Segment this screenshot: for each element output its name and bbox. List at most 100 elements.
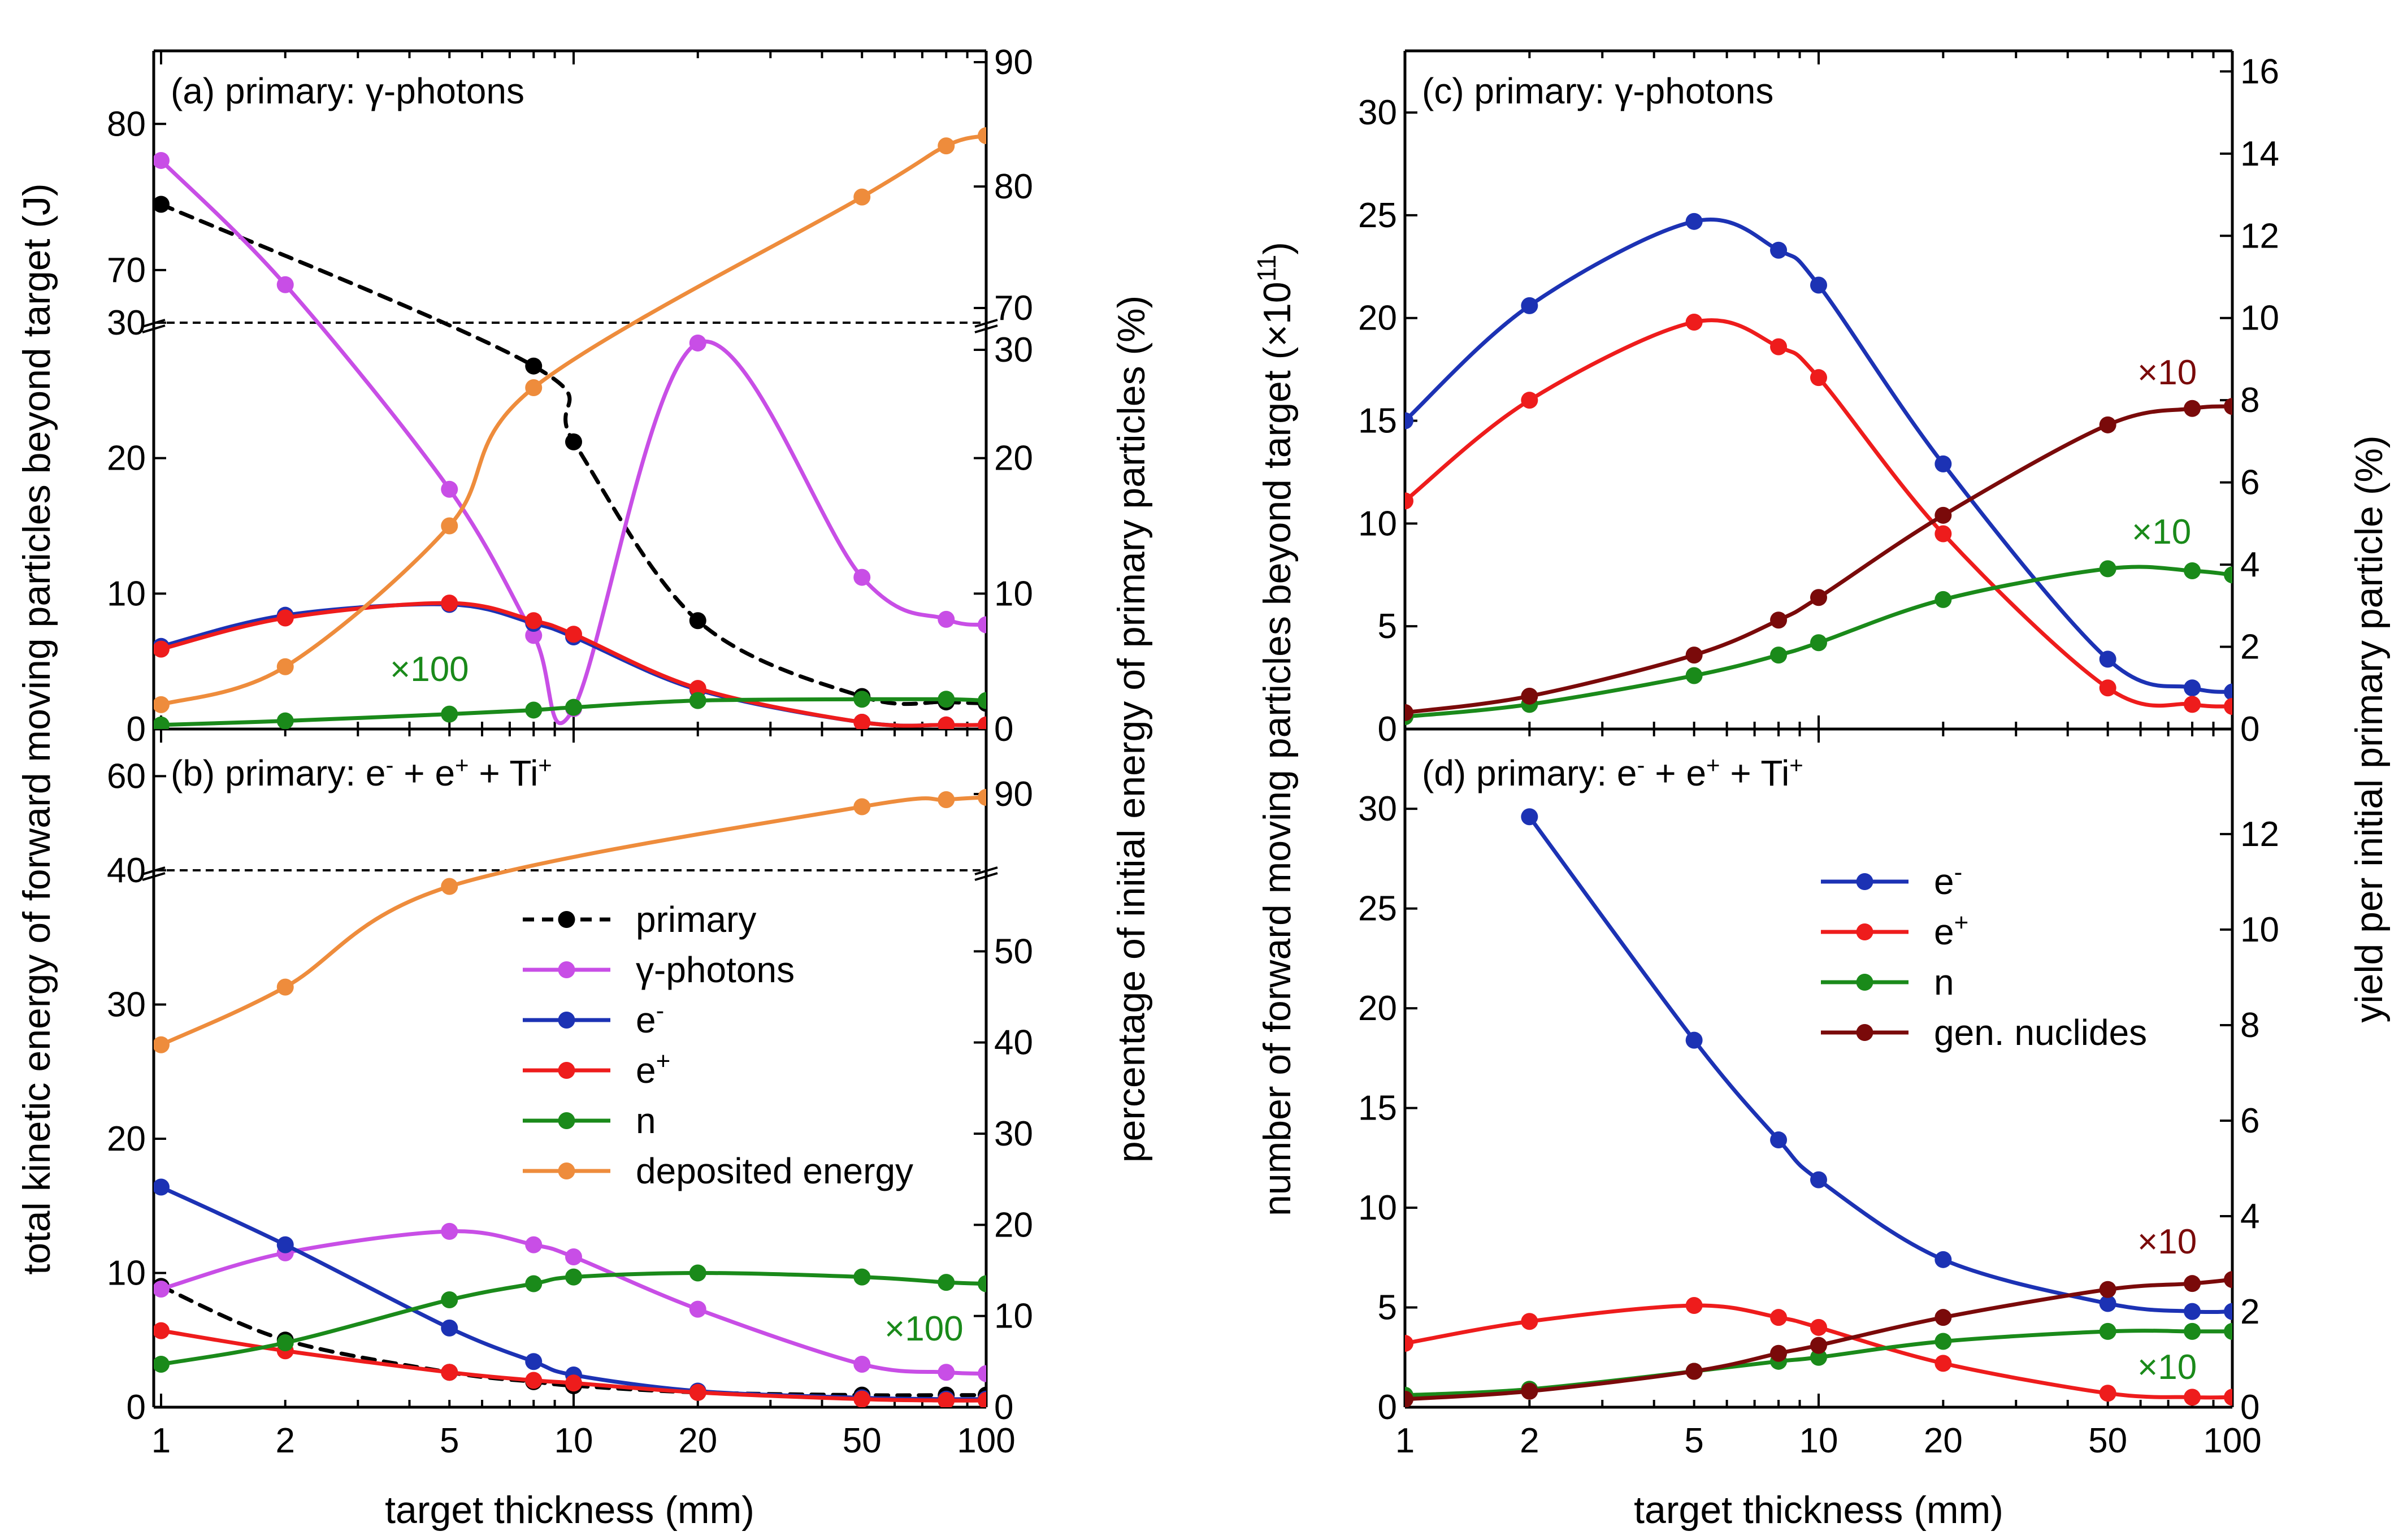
panel-d-e--point xyxy=(2224,1303,2232,1320)
panel-a-left-tick-label: 30 xyxy=(107,303,146,342)
panel-c-e--point xyxy=(2184,696,2201,713)
panel-a-deposited-energy-point xyxy=(154,696,170,713)
legend-swatch-marker xyxy=(558,911,575,928)
legend-label: gen. nuclides xyxy=(1934,1012,2147,1053)
right-y-axis-title-end: ) xyxy=(1256,242,1299,255)
panel-b-n-point xyxy=(154,1356,170,1373)
left-right-y-axis-title: percentage of initial energy of primary … xyxy=(1110,296,1153,1162)
legend-swatch-marker xyxy=(1856,1024,1873,1041)
legend-label: n xyxy=(1934,962,1954,1003)
panel-a-right-tick-label: 90 xyxy=(994,43,1033,82)
legend-label-text: e xyxy=(636,1000,656,1040)
panel-c-n-point xyxy=(2224,566,2232,584)
panel-d-e--line xyxy=(1527,814,2232,1315)
panel-c-e--point xyxy=(1934,455,1952,472)
panel-d-e--point xyxy=(1810,1318,1827,1336)
panel-c-left-tick-label: 5 xyxy=(1378,607,1397,646)
panel-c-gen-nuclides-point xyxy=(1685,647,1703,664)
panel-b--photons-point xyxy=(853,1356,871,1373)
panel-d-e--point xyxy=(1770,1131,1788,1149)
panel-c-n-point xyxy=(1810,634,1827,652)
left-panel-x-tick-label: 50 xyxy=(843,1421,882,1460)
factor-label-b-neutron: ×100 xyxy=(884,1309,964,1348)
panel-a-e--point xyxy=(689,680,706,697)
legend-label: e- xyxy=(1934,858,1962,902)
panel-c-n-point xyxy=(1934,591,1952,608)
panel-a-title: (a) primary: γ-photons xyxy=(171,71,524,111)
panel-a-deposited-energy-point xyxy=(441,517,458,535)
panel-d-right-tick-label: 8 xyxy=(2240,1006,2259,1045)
panel-a-left-tick-label: 10 xyxy=(107,574,146,613)
panel-b-e--point xyxy=(441,1364,458,1381)
panel-b--photons-point xyxy=(978,1365,986,1382)
left-panel-x-tick-label: 1 xyxy=(151,1421,171,1460)
panel-c-right-tick-label: 8 xyxy=(2240,381,2259,420)
panel-c-e--point xyxy=(1934,525,1952,543)
panel-b-e--point xyxy=(853,1390,871,1407)
panel-c-title: (c) primary: γ-photons xyxy=(1422,71,1773,111)
factor-label-d-neutron: ×10 xyxy=(2137,1348,2197,1387)
right-y-axis-title-text: number of forward moving particles beyon… xyxy=(1256,281,1299,1216)
panel-b-e--point xyxy=(978,1392,986,1407)
legend-label-sup: + xyxy=(1954,909,1969,936)
panel-d-left-tick-label: 15 xyxy=(1358,1089,1397,1128)
panel-c-n-point xyxy=(2099,560,2116,578)
panel-d-e--point xyxy=(1934,1251,1952,1268)
legend-label-text: n xyxy=(1934,962,1954,1003)
panel-a-n-point xyxy=(978,692,986,709)
panel-c-right-tick-label: 10 xyxy=(2240,299,2279,338)
panel-c-left-tick-label: 20 xyxy=(1358,299,1397,338)
legend-label: e+ xyxy=(636,1047,670,1091)
panel-c-right-tick-label: 6 xyxy=(2240,463,2259,502)
panel-d-gen-nuclides-point xyxy=(1685,1363,1703,1380)
legend-label-sup: - xyxy=(1954,858,1963,886)
panel-b--photons-point xyxy=(154,1281,170,1298)
panel-c-n-point xyxy=(1685,667,1703,684)
panel-b-e--point xyxy=(525,1353,543,1370)
panel-d-right-tick-label: 2 xyxy=(2240,1292,2259,1331)
panel-c-left-tick-label: 15 xyxy=(1358,402,1397,441)
panel-a--photons-point xyxy=(938,610,955,628)
panel-d-gen-nuclides-point xyxy=(1521,1382,1538,1400)
panel-a-n-point xyxy=(525,701,543,719)
panel-d-n-point xyxy=(1934,1333,1952,1350)
panel-d-e--point xyxy=(1810,1171,1827,1188)
panel-d-e--point xyxy=(2184,1389,2201,1406)
legend-label-text: e xyxy=(1934,912,1954,952)
panel-c-n-point xyxy=(1770,647,1788,664)
panel-c-gen-nuclides-point xyxy=(2184,400,2201,417)
panel-b-left-tick-label: 20 xyxy=(107,1120,146,1159)
panel-d-left-tick-label: 5 xyxy=(1378,1289,1397,1328)
panel-a-deposited-energy-point xyxy=(853,188,871,206)
panel-b-n-point xyxy=(689,1264,706,1282)
panel-c-right-tick-label: 16 xyxy=(2240,52,2279,91)
panel-b-e--point xyxy=(154,1178,170,1196)
panel-d-gen-nuclides-point xyxy=(1810,1337,1827,1354)
panel-c-gen-nuclides-point xyxy=(1810,589,1827,606)
legend-label-sup: - xyxy=(656,997,665,1025)
right-panel-x-tick-label: 10 xyxy=(1799,1421,1838,1460)
panel-c-gen-nuclides-point xyxy=(1934,506,1952,524)
panel-a-n-point xyxy=(565,699,582,716)
panel-a-deposited-energy-point xyxy=(938,137,955,155)
legend-swatch-marker xyxy=(1856,873,1873,890)
panel-c-e--point xyxy=(2184,679,2201,697)
panel-d-e--point xyxy=(1685,1031,1703,1049)
legend-swatch-marker xyxy=(558,1162,575,1179)
panel-a--photons-point xyxy=(276,276,294,293)
panel-c-gen-nuclides-point xyxy=(2224,398,2232,415)
panel-b-right-tick-label: 30 xyxy=(994,1114,1033,1153)
panel-b-n-point xyxy=(938,1274,955,1291)
axis-break-mark-b-right xyxy=(974,866,998,881)
panel-d-right-tick-label: 0 xyxy=(2240,1388,2259,1427)
right-x-axis-title: target thickness (mm) xyxy=(1634,1489,2003,1532)
right-right-y-axis-title: yield per initial primary particle (%) xyxy=(2348,435,2391,1022)
panel-c-e--point xyxy=(1405,492,1413,510)
panel-b-right-tick-label: 0 xyxy=(994,1388,1013,1427)
panel-c-gen-nuclides-point xyxy=(1521,687,1538,705)
axis-ticks: 0102030708001020307080900102030406001020… xyxy=(107,43,2279,1460)
panel-c-e--point xyxy=(1521,392,1538,409)
panel-c-e--point xyxy=(1685,212,1703,230)
